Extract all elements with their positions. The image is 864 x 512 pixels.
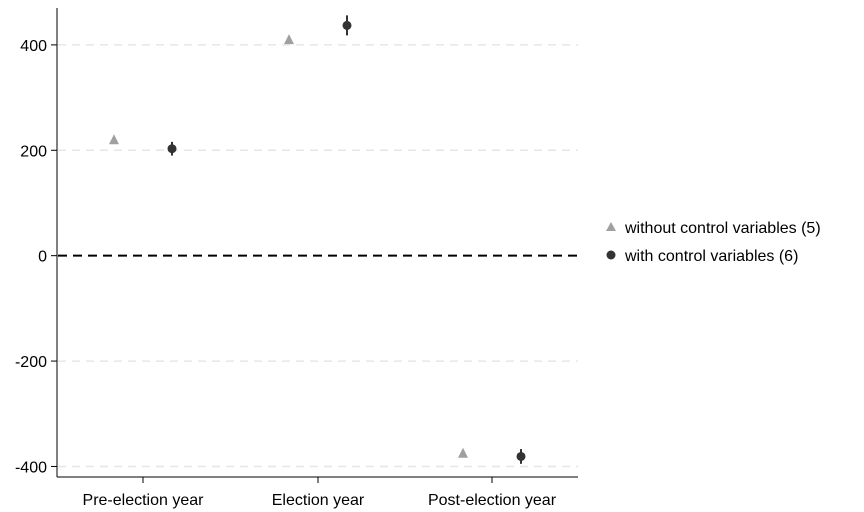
y-tick-label: -400 bbox=[15, 459, 47, 476]
legend-triangle-icon bbox=[606, 222, 616, 231]
y-tick-label: -200 bbox=[15, 354, 47, 371]
y-tick-label: 200 bbox=[20, 143, 47, 160]
y-tick-label: 0 bbox=[38, 249, 47, 266]
axes bbox=[56, 8, 578, 478]
y-ticks: -400 -200 0 200 400 bbox=[15, 38, 57, 476]
legend-label: with control variables (6) bbox=[624, 248, 798, 265]
triangle-point bbox=[458, 447, 468, 458]
x-tick-label: Election year bbox=[272, 492, 365, 509]
x-ticks: Pre-election year Election year Post-elect… bbox=[83, 477, 557, 509]
triangle-point bbox=[109, 134, 119, 145]
circle-point bbox=[342, 20, 352, 30]
grid-lines bbox=[58, 44, 578, 468]
legend-label: without control variables (5) bbox=[624, 220, 821, 237]
circle-point bbox=[167, 144, 177, 154]
x-tick-label: Pre-election year bbox=[83, 492, 205, 509]
x-tick-label: Post-election year bbox=[428, 492, 557, 509]
triangle-point bbox=[284, 34, 294, 45]
y-tick-label: 400 bbox=[20, 38, 47, 55]
circle-point bbox=[516, 451, 526, 461]
data-points bbox=[109, 15, 526, 464]
legend-circle-icon bbox=[606, 250, 616, 260]
legend: without control variables (5) with contro… bbox=[606, 220, 821, 265]
